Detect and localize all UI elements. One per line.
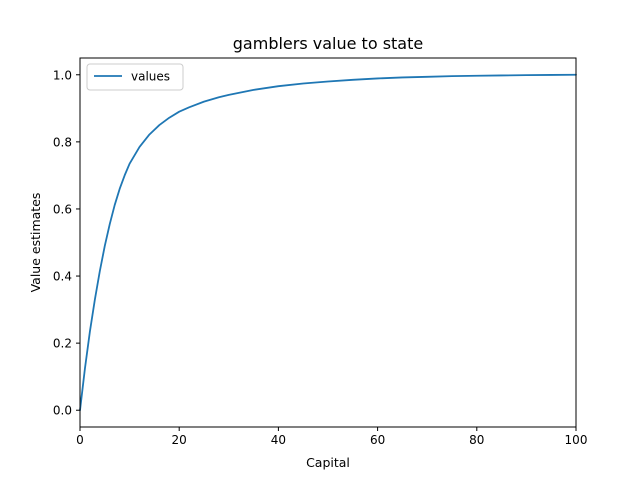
y-tick-label: 0.0 (53, 404, 72, 418)
y-tick-label: 0.6 (53, 202, 72, 216)
x-tick-label: 20 (172, 433, 187, 447)
plot-frame (79, 57, 577, 428)
x-tick-label: 100 (565, 433, 588, 447)
plot-area (80, 58, 576, 427)
y-tick-label: 0.8 (53, 135, 72, 149)
chart-title: gamblers value to state (233, 34, 423, 53)
legend-box (86, 63, 184, 91)
y-tick-label: 0.4 (53, 270, 72, 284)
x-axis-ticks: 0 20 40 60 80 100 (76, 427, 587, 447)
y-tick-label: 1.0 (53, 68, 72, 82)
y-tick-label: 0.2 (53, 337, 72, 351)
x-tick-label: 0 (76, 433, 84, 447)
series-layer (79, 73, 577, 412)
legend: values (86, 63, 184, 91)
legend-label-values: values (131, 70, 170, 84)
y-axis-ticks: 0.0 0.2 0.4 0.6 0.8 1.0 (53, 68, 80, 418)
x-axis-label: Capital (306, 455, 350, 470)
y-axis-label: Value estimates (28, 193, 43, 293)
x-tick-label: 60 (370, 433, 385, 447)
series-line-values (79, 73, 577, 412)
x-tick-label: 80 (469, 433, 484, 447)
x-tick-label: 40 (271, 433, 286, 447)
